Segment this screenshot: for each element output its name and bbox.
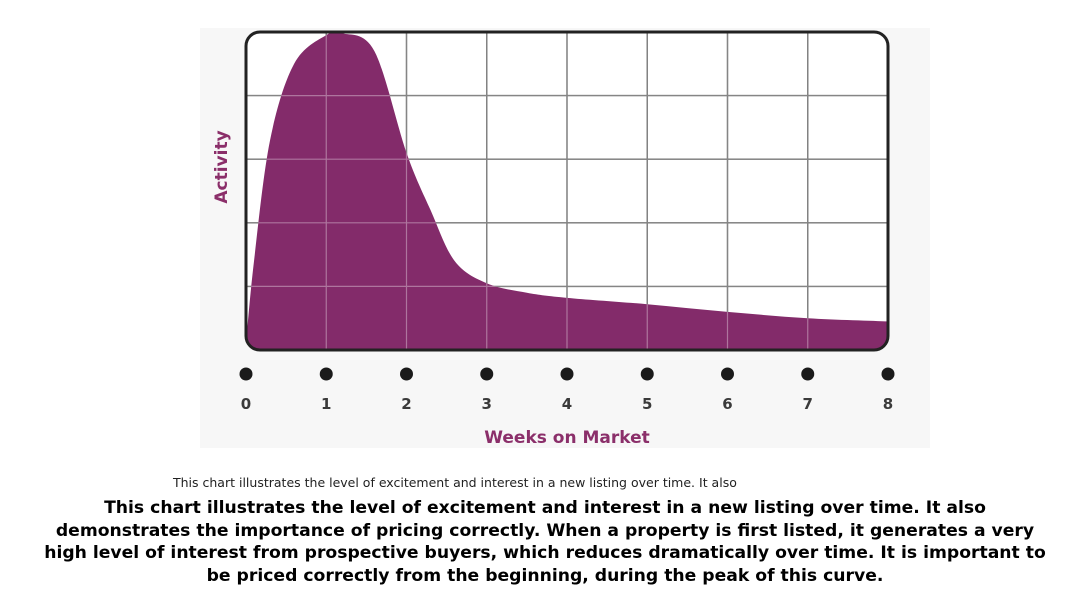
grid-lines-overlay bbox=[246, 32, 888, 350]
x-tick-label: 0 bbox=[241, 395, 251, 413]
chart-figure: 0 1 2 3 4 5 6 7 8 Weeks on Market Activity bbox=[200, 28, 930, 448]
x-tick-dot bbox=[480, 367, 494, 381]
x-tick-dot bbox=[721, 367, 734, 381]
x-tick-dot bbox=[560, 367, 574, 381]
x-tick-label: 5 bbox=[642, 395, 652, 413]
x-tick-label: 3 bbox=[482, 395, 492, 413]
x-tick-dot bbox=[640, 367, 654, 381]
x-tick-label: 2 bbox=[401, 395, 411, 413]
chart-svg: 0 1 2 3 4 5 6 7 8 Weeks on Market Activity bbox=[212, 30, 895, 448]
x-tick-dot bbox=[881, 367, 895, 381]
x-tick-label: 7 bbox=[803, 395, 813, 413]
x-tick-label: 8 bbox=[883, 395, 893, 413]
x-tick-dot bbox=[319, 367, 333, 381]
x-tick-dot bbox=[400, 367, 413, 381]
activity-area bbox=[246, 32, 888, 350]
x-axis-title: Weeks on Market bbox=[484, 428, 650, 448]
x-tick-label: 6 bbox=[722, 395, 732, 413]
plot-frame bbox=[244, 30, 890, 352]
y-axis-title: Activity bbox=[212, 130, 232, 203]
x-tick-label: 1 bbox=[321, 395, 331, 413]
main-caption: This chart illustrates the level of exci… bbox=[44, 498, 1046, 586]
x-tick-dot bbox=[801, 367, 815, 381]
x-tick-label: 4 bbox=[562, 395, 572, 413]
small-caption: This chart illustrates the level of exci… bbox=[173, 475, 737, 490]
x-tick-dot bbox=[239, 367, 253, 381]
